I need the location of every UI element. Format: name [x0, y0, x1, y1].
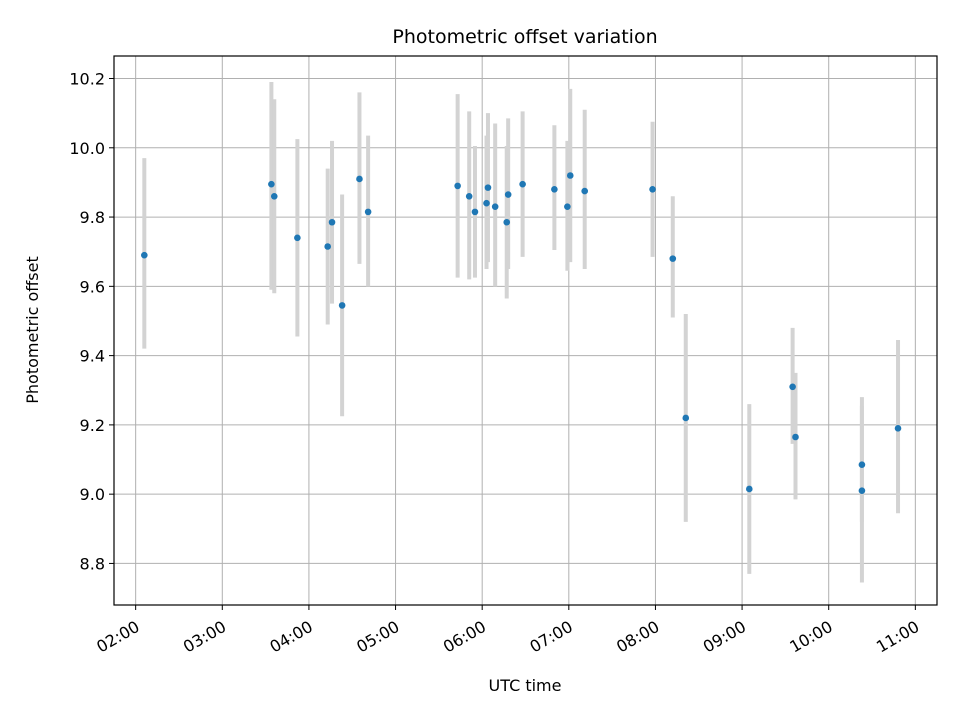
data-point	[894, 425, 902, 432]
y-tick-label: 8.8	[80, 554, 105, 573]
x-tick-label: 07:00	[526, 617, 575, 657]
data-point	[324, 243, 331, 250]
y-tick-label: 9.2	[80, 416, 105, 435]
x-tick-label: 04:00	[267, 617, 316, 657]
data-point	[294, 234, 301, 242]
x-axis-label: UTC time	[489, 676, 562, 695]
chart-title: Photometric offset variation	[392, 26, 657, 48]
data-point	[356, 175, 363, 183]
data-point	[270, 192, 278, 200]
error-bars	[142, 81, 901, 583]
data-point	[338, 302, 346, 309]
data-point	[551, 186, 558, 193]
data-point	[141, 251, 148, 259]
x-tick-label: 08:00	[613, 617, 662, 657]
y-tick-label: 9.6	[80, 277, 105, 296]
data-point	[649, 186, 656, 193]
x-tick-label: 03:00	[180, 617, 229, 657]
data-point	[471, 208, 479, 216]
data-point	[364, 208, 372, 216]
data-point	[789, 383, 796, 391]
data-point	[792, 433, 799, 441]
data-point	[503, 218, 511, 226]
data-point	[566, 172, 574, 179]
x-tick-label: 06:00	[440, 617, 489, 657]
data-point	[581, 187, 588, 195]
data-point	[491, 203, 499, 210]
data-point	[483, 199, 490, 207]
data-point	[564, 203, 571, 210]
x-tick-label: 09:00	[700, 617, 749, 657]
y-axis-label: Photometric offset	[23, 256, 42, 404]
data-point	[858, 461, 866, 469]
y-tick-label: 10.2	[69, 70, 105, 89]
data-point	[268, 180, 275, 188]
data-point	[745, 485, 753, 493]
data-point	[454, 182, 461, 190]
data-point	[682, 414, 690, 422]
data-point	[519, 180, 526, 188]
plot-frame	[113, 55, 938, 606]
y-tick-label: 9.8	[80, 208, 105, 227]
x-tick-label: 05:00	[353, 617, 402, 657]
x-tick-label: 11:00	[873, 617, 922, 657]
x-tick-label: 10:00	[786, 617, 835, 657]
y-tick-label: 10.0	[69, 139, 105, 158]
data-point	[328, 218, 336, 226]
data-point	[504, 191, 512, 198]
data-point	[669, 255, 677, 262]
data-points	[141, 172, 902, 494]
data-point	[858, 487, 866, 494]
x-tick-label: 02:00	[93, 617, 142, 657]
y-tick-label: 9.0	[80, 485, 105, 504]
grid	[114, 56, 937, 605]
data-point	[484, 184, 492, 191]
y-tick-label: 9.4	[80, 347, 105, 366]
data-point	[465, 192, 473, 200]
